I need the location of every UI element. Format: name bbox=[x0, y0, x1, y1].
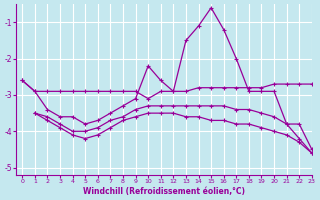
X-axis label: Windchill (Refroidissement éolien,°C): Windchill (Refroidissement éolien,°C) bbox=[83, 187, 245, 196]
